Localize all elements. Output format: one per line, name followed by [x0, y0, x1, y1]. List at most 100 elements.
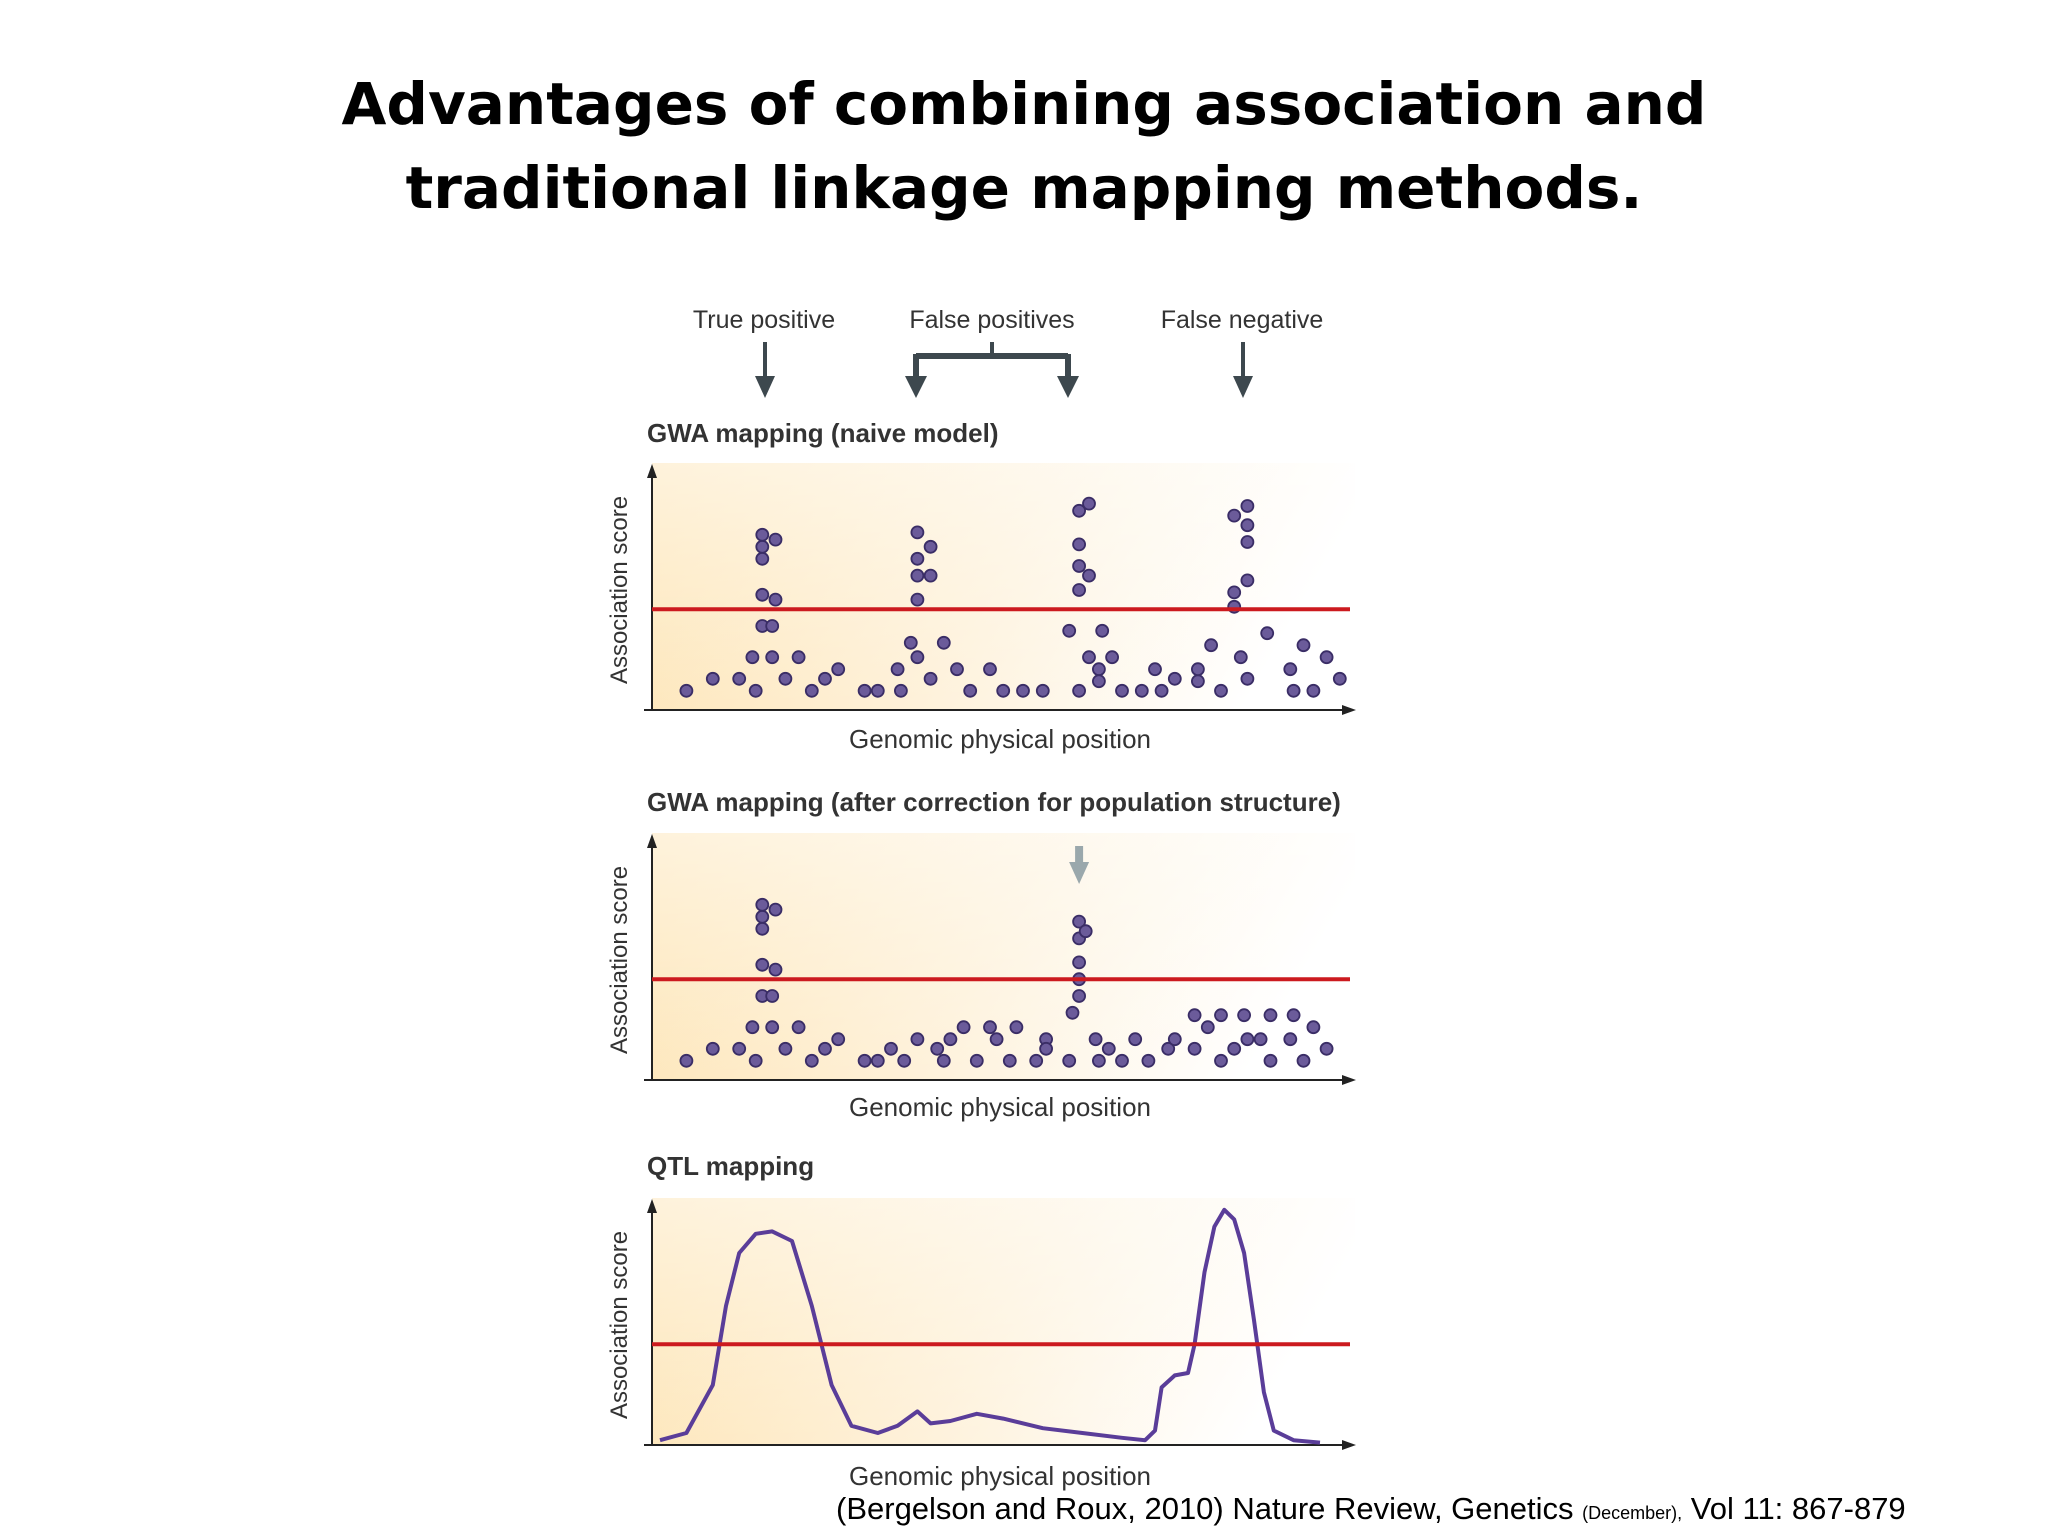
citation-main: (Bergelson and Roux, 2010) Nature Review…	[836, 1491, 1574, 1526]
data-point	[1283, 1032, 1298, 1047]
data-point	[1191, 662, 1205, 677]
data-point	[1082, 650, 1096, 665]
data-point	[755, 921, 770, 936]
data-point	[884, 1041, 898, 1056]
data-point	[831, 1032, 846, 1047]
data-point	[804, 1053, 819, 1068]
data-point	[950, 662, 964, 677]
y-axis-label: Association score	[606, 866, 633, 1054]
data-point	[755, 587, 770, 602]
data-point	[857, 683, 872, 698]
data-point	[996, 683, 1011, 698]
data-point	[1016, 683, 1030, 698]
citation-volume: Vol 11: 867-879	[1690, 1491, 1906, 1526]
data-point	[1237, 1008, 1251, 1023]
data-point	[1253, 1032, 1268, 1047]
data-point	[765, 1020, 780, 1035]
data-point	[930, 1041, 945, 1056]
true-positive-arrow	[755, 342, 775, 398]
data-point	[755, 909, 770, 924]
data-point	[1240, 535, 1255, 549]
x-axis-arrowhead	[1342, 705, 1356, 715]
data-point	[1141, 1053, 1156, 1068]
data-point	[679, 683, 694, 698]
data-point	[765, 989, 780, 1003]
data-point	[923, 568, 938, 583]
data-point	[1296, 1053, 1311, 1068]
y-axis-label: Association score	[606, 496, 633, 684]
label-false-negative: False negative	[1161, 306, 1324, 334]
data-point	[1105, 650, 1119, 665]
data-point	[768, 902, 783, 917]
data-point	[1154, 683, 1169, 698]
data-point	[705, 671, 720, 686]
data-point	[1227, 585, 1242, 600]
false-negative-arrow	[1233, 342, 1253, 398]
data-point	[983, 662, 997, 677]
data-point	[1115, 1053, 1129, 1068]
data-point	[755, 897, 770, 912]
data-point	[1167, 1032, 1182, 1047]
data-point	[1260, 626, 1275, 641]
data-point	[1134, 683, 1149, 698]
data-point	[1002, 1053, 1017, 1068]
data-point	[1072, 683, 1086, 698]
data-point	[831, 662, 846, 677]
data-point	[1088, 1032, 1103, 1047]
data-point	[1233, 650, 1248, 665]
data-point	[936, 635, 951, 650]
data-point	[1306, 683, 1321, 698]
data-point	[1240, 1032, 1255, 1047]
data-point	[755, 527, 770, 542]
data-point	[768, 962, 783, 977]
data-point	[765, 650, 780, 665]
y-axis-arrowhead	[647, 464, 657, 478]
data-point	[1092, 662, 1106, 677]
data-point	[748, 683, 763, 698]
data-point	[755, 957, 770, 972]
data-point	[745, 1020, 760, 1035]
data-point	[1187, 1041, 1202, 1056]
data-point	[910, 551, 925, 566]
plot-background-fade	[652, 833, 1355, 1080]
data-point	[897, 1053, 912, 1068]
data-point	[1009, 1020, 1024, 1035]
data-point	[732, 1041, 747, 1056]
data-point	[1095, 623, 1110, 638]
data-point	[1187, 1008, 1202, 1023]
data-point	[1319, 1041, 1334, 1056]
data-point	[1115, 683, 1129, 698]
data-point	[755, 539, 770, 554]
data-point	[910, 650, 925, 665]
data-point	[679, 1053, 694, 1068]
data-point	[1167, 671, 1182, 686]
data-point	[778, 671, 793, 686]
x-axis-label: Genomic physical position	[849, 724, 1151, 754]
data-point	[748, 1053, 763, 1068]
data-point	[1072, 955, 1086, 970]
data-point	[1227, 508, 1242, 523]
data-point	[1029, 1053, 1044, 1068]
data-point	[791, 1020, 806, 1035]
slide-title-line-1: Advantages of combining association and	[341, 70, 1707, 138]
qtl-curve	[659, 1207, 1321, 1445]
data-point	[936, 1053, 951, 1068]
data-point	[956, 1020, 971, 1035]
data-point	[1092, 674, 1106, 689]
x-axis-arrowhead	[1342, 1075, 1356, 1085]
data-point	[1319, 650, 1334, 665]
data-point	[818, 671, 832, 686]
data-point	[943, 1032, 958, 1047]
panel-title: QTL mapping	[647, 1151, 814, 1181]
data-point	[894, 683, 908, 698]
data-point	[1128, 1032, 1143, 1047]
data-point	[1101, 1041, 1116, 1056]
y-axis-label: Association score	[606, 1231, 633, 1419]
data-point	[1227, 1041, 1242, 1056]
data-point	[732, 671, 747, 686]
data-point	[768, 532, 783, 547]
false-positives-bracket-arrow	[905, 342, 1079, 398]
data-point	[969, 1053, 984, 1068]
data-point	[818, 1041, 832, 1056]
